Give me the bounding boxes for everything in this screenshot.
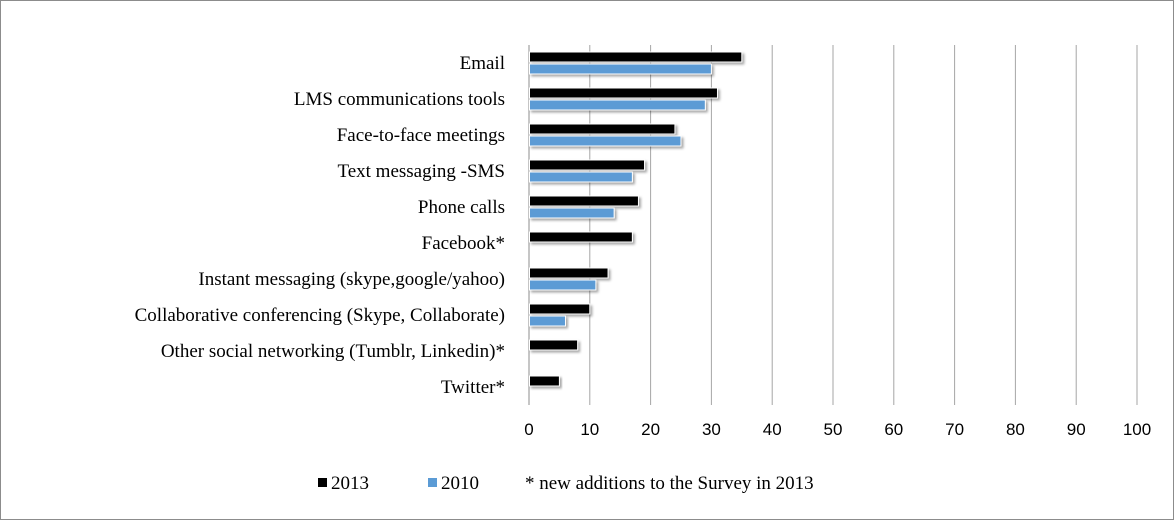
bar-2010 xyxy=(529,315,566,327)
legend-label-2013: 2013 xyxy=(331,473,369,494)
x-tick-label: 0 xyxy=(524,420,533,439)
legend: 2013 2010 * new additions to the Survey in… xyxy=(318,473,814,494)
legend-swatch-2010 xyxy=(428,478,437,487)
bar-2013 xyxy=(529,87,718,99)
x-tick-label: 10 xyxy=(580,420,599,439)
bar-2013 xyxy=(529,375,560,387)
bar-2013 xyxy=(529,195,639,207)
bar-2010 xyxy=(529,207,615,219)
category-label: Text messaging -SMS xyxy=(337,161,505,182)
category-label: Phone calls xyxy=(418,197,505,218)
bar-2013 xyxy=(529,339,579,351)
bar-2013 xyxy=(529,159,646,171)
category-label: Instant messaging (skype,google/yahoo) xyxy=(198,269,505,290)
category-label: LMS communications tools xyxy=(294,89,505,110)
category-label: Other social networking (Tumblr, Linkedi… xyxy=(161,341,505,362)
category-label: Twitter* xyxy=(441,377,505,398)
x-tick-label: 30 xyxy=(702,420,721,439)
bar-2010 xyxy=(529,63,712,75)
x-tick-label: 20 xyxy=(641,420,660,439)
x-tick-label: 60 xyxy=(884,420,903,439)
x-tick-label: 40 xyxy=(763,420,782,439)
x-tick-labels: 0 10 20 30 40 50 60 70 80 90 100 xyxy=(524,420,1151,439)
x-tick-label: 90 xyxy=(1067,420,1086,439)
x-tick-label: 70 xyxy=(945,420,964,439)
legend-label-2010: 2010 xyxy=(441,473,479,494)
grid-lines xyxy=(528,45,1138,405)
category-label: Facebook* xyxy=(422,233,505,254)
legend-note: * new additions to the Survey in 2013 xyxy=(525,473,814,494)
bar-2010 xyxy=(529,99,706,111)
bar-2013 xyxy=(529,303,591,315)
bar-2010 xyxy=(529,279,597,291)
category-label: Face-to-face meetings xyxy=(337,125,505,146)
x-tick-label: 80 xyxy=(1006,420,1025,439)
bar-2013 xyxy=(529,267,609,279)
bar-2013 xyxy=(529,123,676,135)
legend-swatch-2013 xyxy=(318,478,327,487)
bar-2010 xyxy=(529,171,633,183)
x-tick-label: 100 xyxy=(1123,420,1151,439)
x-tick-label: 50 xyxy=(824,420,843,439)
bar-2013 xyxy=(529,51,743,63)
category-label: Email xyxy=(460,53,505,74)
category-labels: Email LMS communications tools Face-to-fac… xyxy=(135,53,505,398)
bars xyxy=(529,51,743,387)
category-label: Collaborative conferencing (Skype, Colla… xyxy=(135,305,505,326)
bar-2013 xyxy=(529,231,633,243)
bar-2010 xyxy=(529,135,682,147)
